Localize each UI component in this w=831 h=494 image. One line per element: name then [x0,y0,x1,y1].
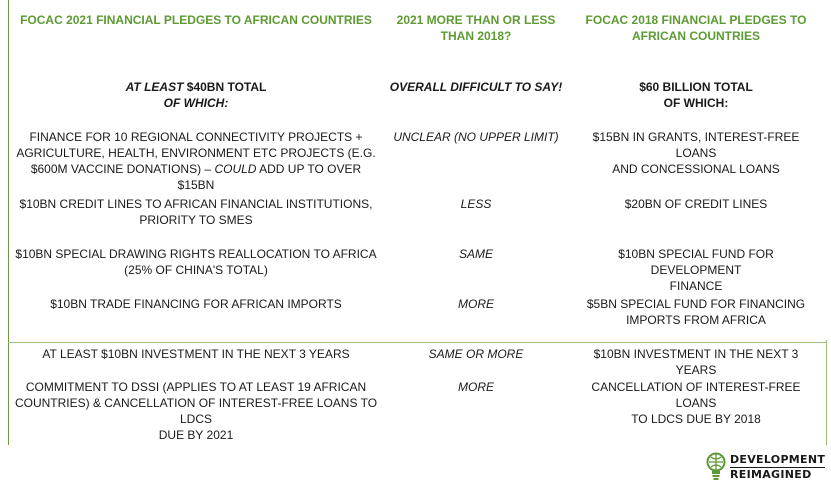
section-divider [8,342,827,343]
row-4-2021-line1: $10BN TRADE FINANCING FOR AFRICAN IMPORT… [50,297,342,311]
total-2021: AT LEAST $40BN TOTAL OF WHICH: [14,79,378,111]
logo-line2: REIMAGINED [730,467,826,482]
row-6-2018: CANCELLATION OF INTEREST-FREE LOANS TO L… [572,379,820,427]
total-2021-qualifier: AT LEAST [125,80,187,94]
total-comparison: OVERALL DIFFICULT TO SAY! [386,79,566,95]
left-border [8,0,9,445]
row-2-2021-line2: PRIORITY TO SMES [139,213,253,227]
row-5-2021: AT LEAST $10BN INVESTMENT IN THE NEXT 3 … [14,346,378,362]
row-1-comparison: UNCLEAR (NO UPPER LIMIT) [386,129,566,145]
row-3-2021-line1: $10BN SPECIAL DRAWING RIGHTS REALLOCATIO… [15,247,377,261]
row-6-comparison-text: MORE [458,380,494,394]
development-reimagined-logo: DEVELOPMENT REIMAGINED [706,452,826,484]
row-4-comparison: MORE [386,296,566,312]
row-6-2018-line2: TO LDCS DUE BY 2018 [631,412,761,426]
header-col2-line2: THAN 2018? [440,29,512,43]
total-2021-of-which: OF WHICH: [163,96,229,110]
row-2-2021-line1: $10BN CREDIT LINES TO AFRICAN FINANCIAL … [19,197,373,211]
row-5-2021-line1: AT LEAST $10BN INVESTMENT IN THE NEXT 3 … [42,347,350,361]
row-1-comparison-text: UNCLEAR (NO UPPER LIMIT) [393,130,559,144]
row-4-2018-line1: $5BN SPECIAL FUND FOR FINANCING [586,297,806,311]
row-6-2021-line1: COMMITMENT TO DSSI (APPLIES TO AT LEAST … [25,380,367,394]
total-2018-amount: $60 BILLION TOTAL [639,80,753,94]
row-1-2021-line2: AGRICULTURE, HEALTH, ENVIRONMENT ETC PRO… [16,146,376,160]
logo-line1: DEVELOPMENT [730,453,826,466]
row-6-2018-line1: CANCELLATION OF INTEREST-FREE LOANS [591,380,801,410]
row-1-2021: FINANCE FOR 10 REGIONAL CONNECTIVITY PRO… [14,129,378,193]
row-1-2021-line1: FINANCE FOR 10 REGIONAL CONNECTIVITY PRO… [29,130,363,144]
header-focac-2021: FOCAC 2021 FINANCIAL PLEDGES TO AFRICAN … [14,12,378,28]
row-3-2018: $10BN SPECIAL FUND FOR DEVELOPMENT FINAN… [572,246,820,294]
row-3-2021-line2: (25% OF CHINA'S TOTAL) [124,263,268,277]
row-2-comparison-text: LESS [460,197,492,211]
row-5-2018: $10BN INVESTMENT IN THE NEXT 3 YEARS [572,346,820,378]
row-1-2018-line2: AND CONCESSIONAL LOANS [612,162,780,176]
header-comparison: 2021 MORE THAN OR LESS THAN 2018? [386,12,566,44]
row-5-comparison: SAME OR MORE [386,346,566,362]
row-3-2021: $10BN SPECIAL DRAWING RIGHTS REALLOCATIO… [14,246,378,278]
lightbulb-globe-icon [706,452,726,480]
row-2-2018: $20BN OF CREDIT LINES [572,196,820,212]
row-2-comparison: LESS [386,196,566,212]
row-5-comparison-text: SAME OR MORE [428,347,524,361]
row-5-2018-line1: $10BN INVESTMENT IN THE NEXT 3 YEARS [593,347,799,377]
row-6-comparison: MORE [386,379,566,395]
row-1-2018: $15BN IN GRANTS, INTEREST-FREE LOANS AND… [572,129,820,177]
row-2-2018-line1: $20BN OF CREDIT LINES [624,197,768,211]
row-1-2021-line3: $600M VACCINE DONATIONS) – COULD ADD UP … [30,162,362,192]
total-comparison-text: OVERALL DIFFICULT TO SAY! [389,80,563,94]
row-3-comparison: SAME [386,246,566,262]
row-2-2021: $10BN CREDIT LINES TO AFRICAN FINANCIAL … [14,196,378,228]
header-col3-line1: FOCAC 2018 FINANCIAL PLEDGES TO [585,13,807,27]
header-focac-2018: FOCAC 2018 FINANCIAL PLEDGES TO AFRICAN … [572,12,820,44]
logo-wordmark: DEVELOPMENT REIMAGINED [730,453,826,482]
header-col3-line2: AFRICAN COUNTRIES [632,29,760,43]
row-4-2021: $10BN TRADE FINANCING FOR AFRICAN IMPORT… [14,296,378,312]
row-6-2021-line2: COUNTRIES) & CANCELLATION OF INTEREST-FR… [14,396,378,426]
row-4-comparison-text: MORE [458,297,494,311]
row-4-2018-line2: IMPORTS FROM AFRICA [626,313,766,327]
header-col2-line1: 2021 MORE THAN OR LESS [396,13,556,27]
row-1-2018-line1: $15BN IN GRANTS, INTEREST-FREE LOANS [592,130,800,160]
row-6-2021: COMMITMENT TO DSSI (APPLIES TO AT LEAST … [14,379,378,443]
total-2018: $60 BILLION TOTAL OF WHICH: [572,79,820,111]
header-col1-text: FOCAC 2021 FINANCIAL PLEDGES TO AFRICAN … [20,13,372,27]
row-3-2018-line2: FINANCE [669,279,723,293]
row-3-2018-line1: $10BN SPECIAL FUND FOR DEVELOPMENT [618,247,774,277]
right-border [826,340,827,445]
row-4-2018: $5BN SPECIAL FUND FOR FINANCING IMPORTS … [572,296,820,328]
total-2018-of-which: OF WHICH: [663,96,729,110]
row-3-comparison-text: SAME [458,247,493,261]
total-2021-amount: $40BN TOTAL [186,80,267,94]
row-6-2021-line3: DUE BY 2021 [158,428,234,442]
